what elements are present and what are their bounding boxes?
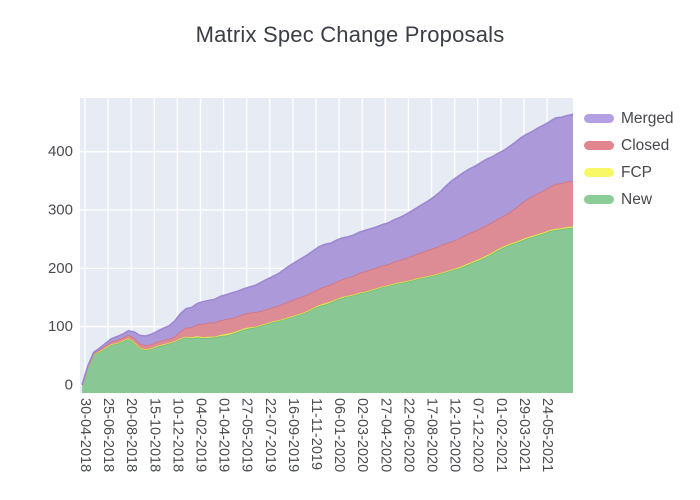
- legend-swatch-fcp: [584, 168, 614, 177]
- x-axis-tick-label: 01-02-2021: [493, 398, 509, 472]
- legend-label: New: [621, 190, 653, 208]
- area-new[interactable]: [82, 227, 573, 394]
- x-axis-tick-label: 30-04-2018: [77, 398, 93, 472]
- x-axis-tick-label: 01-04-2019: [216, 398, 232, 472]
- x-axis-tick-label: 17-08-2020: [424, 398, 440, 472]
- legend-label: FCP: [621, 163, 652, 181]
- chart-title: Matrix Spec Change Proposals: [195, 22, 505, 47]
- x-axis-tick-label: 16-09-2019: [285, 398, 301, 472]
- x-axis-tick-label: 04-02-2019: [193, 398, 209, 472]
- x-axis-tick-label: 02-03-2020: [354, 398, 370, 472]
- legend: Merged Closed FCP New: [584, 105, 674, 213]
- x-axis-tick-label: 20-08-2018: [123, 398, 139, 472]
- area-merged[interactable]: [82, 114, 573, 386]
- legend-label: Merged: [621, 109, 674, 127]
- x-axis-tick-label: 29-03-2021: [516, 398, 532, 472]
- x-axis-tick-label: 27-04-2020: [377, 398, 393, 472]
- x-axis-tick-label: 24-05-2021: [539, 398, 555, 472]
- x-axis-tick-label: 12-10-2020: [447, 398, 463, 472]
- y-axis-tick-label: 0: [65, 377, 73, 394]
- legend-swatch-new: [584, 195, 614, 204]
- x-axis-tick-label: 07-12-2020: [470, 398, 486, 472]
- y-axis-tick-label: 200: [48, 260, 73, 277]
- y-axis-tick-label: 300: [48, 202, 73, 219]
- x-axis-tick-label: 25-06-2018: [100, 398, 116, 472]
- y-axis-tick-label: 100: [48, 318, 73, 335]
- legend-item-merged[interactable]: Merged: [584, 105, 674, 132]
- x-axis-tick-label: 22-06-2020: [400, 398, 416, 472]
- x-axis-tick-label: 15-10-2018: [146, 398, 162, 472]
- x-axis-tick-label: 10-12-2018: [169, 398, 185, 472]
- legend-item-closed[interactable]: Closed: [584, 132, 674, 159]
- x-axis-tick-label: 27-05-2019: [239, 398, 255, 472]
- line-merged: [81, 113, 573, 386]
- legend-swatch-merged: [584, 114, 614, 123]
- legend-item-fcp[interactable]: FCP: [584, 159, 674, 186]
- x-axis-tick-label: 11-11-2019: [308, 398, 324, 470]
- x-axis-tick-label: 22-07-2019: [262, 398, 278, 472]
- legend-label: Closed: [621, 136, 670, 154]
- y-axis-tick-label: 400: [48, 143, 73, 160]
- area-closed[interactable]: [82, 180, 573, 385]
- x-axis-tick-label: 06-01-2020: [331, 398, 347, 472]
- legend-item-new[interactable]: New: [584, 186, 674, 213]
- legend-swatch-closed: [584, 141, 614, 150]
